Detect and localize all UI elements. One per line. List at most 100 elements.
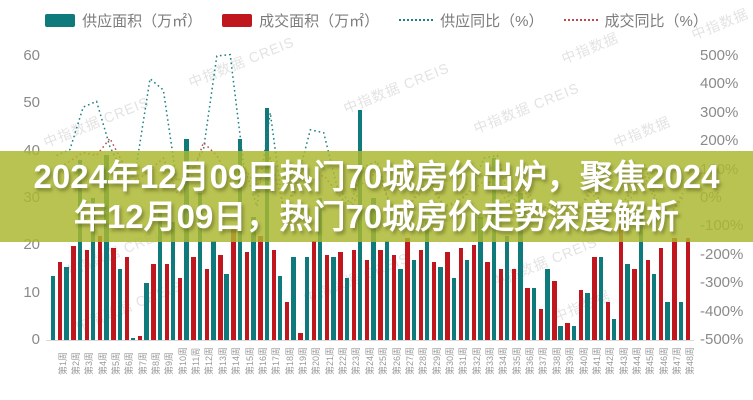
x-axis-week-label: 第5周: [110, 351, 121, 375]
right-axis-tick: -200%: [700, 245, 744, 263]
supply-area-bar: [611, 318, 617, 340]
supply-area-bar: [64, 266, 69, 340]
transaction-area-swatch: [222, 13, 253, 27]
transaction-area-bar: [178, 278, 183, 340]
x-axis-week-label: 第9周: [164, 351, 175, 375]
supply-area-bar: [652, 273, 657, 340]
legend-item-transaction-area[interactable]: 成交面积（万㎡）: [222, 10, 379, 31]
supply-area-bar: [491, 157, 497, 340]
supply-area-bar: [478, 216, 483, 340]
transaction-area-bar: [498, 269, 504, 340]
right-axis-tick: 300%: [700, 103, 739, 121]
x-axis-week-label: 第14周: [231, 346, 242, 375]
supply-area-bar: [77, 160, 82, 340]
legend-item-supply-area[interactable]: 供应面积（万㎡）: [45, 10, 202, 31]
supply-area-bar: [638, 212, 644, 340]
supply-area-bar: [464, 259, 470, 340]
transaction-area-bar: [578, 290, 584, 340]
x-axis-week-label: 第26周: [391, 346, 402, 375]
x-axis-week-label: 第8周: [151, 351, 162, 375]
x-axis-week-label: 第42周: [605, 346, 616, 375]
supply-area-bar: [331, 257, 336, 340]
x-axis-week-label: 第15周: [244, 346, 255, 375]
transaction-area-bar: [57, 261, 63, 340]
headline-line-2: 年12月09日，热门70城房价走势深度解析: [73, 197, 680, 235]
legend-item-supply-yoy[interactable]: 供应同比（%）: [399, 10, 544, 31]
supply-area-bar: [318, 198, 323, 340]
headline-banner-overlay: 2024年12月09日热门70城房价出炉，聚焦2024 年12月09日，热门70…: [0, 151, 753, 242]
legend-item-transaction-yoy[interactable]: 成交同比（%）: [563, 10, 708, 31]
x-axis-week-label: 第38周: [551, 346, 562, 375]
supply-area-bar: [291, 257, 296, 340]
legend-label: 成交面积（万㎡）: [259, 12, 380, 30]
x-axis-week-label: 第34周: [498, 346, 509, 375]
legend-label: 供应同比（%）: [440, 12, 544, 30]
supply-area-bar: [130, 337, 136, 340]
supply-area-bar: [598, 257, 603, 340]
supply-area-bar: [451, 278, 456, 340]
transaction-area-bar: [231, 226, 236, 340]
supply-area-bar: [104, 155, 109, 340]
x-axis-week-label: 第33周: [485, 346, 496, 375]
transaction-area-bar: [325, 254, 330, 340]
x-axis-week-label: 第30周: [444, 346, 455, 375]
supply-area-bar: [371, 198, 376, 340]
transaction-area-bar: [538, 309, 544, 340]
x-axis-week-label: 第43周: [618, 346, 629, 375]
transaction-area-bar: [271, 250, 276, 340]
transaction-area-bar: [351, 250, 357, 340]
x-axis-week-label: 第18周: [284, 346, 295, 375]
transaction-area-bar: [204, 269, 210, 340]
supply-area-bar: [438, 266, 443, 340]
transaction-area-bar: [365, 259, 370, 340]
transaction-area-bar: [685, 238, 691, 340]
transaction-area-bar: [391, 254, 397, 340]
supply-area-bar: [398, 269, 403, 340]
x-axis-week-label: 第13周: [217, 346, 228, 375]
transaction-area-bar: [605, 302, 610, 340]
transaction-area-bar: [565, 323, 570, 340]
transaction-area-bar: [298, 332, 303, 340]
x-axis-week-label: 第7周: [137, 351, 148, 375]
x-axis-week-label: 第24周: [364, 346, 375, 375]
x-axis-week-label: 第12周: [204, 346, 215, 375]
supply-area-bar: [545, 269, 550, 340]
x-axis-week-label: 第3周: [84, 351, 95, 375]
supply-area-bar: [211, 240, 216, 340]
right-axis-tick: -400%: [700, 302, 744, 320]
transaction-area-bar: [512, 269, 517, 340]
right-axis-tick: -300%: [700, 274, 744, 292]
x-axis-week-label: 第17周: [271, 346, 282, 375]
x-axis-week-label: 第16周: [257, 346, 268, 375]
transaction-area-bar: [378, 250, 383, 340]
transaction-area-bar: [458, 247, 463, 340]
transaction-area-bar: [471, 245, 477, 340]
transaction-area-bar: [645, 259, 651, 340]
headline-line-1: 2024年12月09日热门70城房价出炉，聚焦2024: [33, 157, 720, 195]
x-axis-week-label: 第37周: [538, 346, 549, 375]
supply-area-bar: [518, 193, 523, 340]
supply-area-bar: [505, 235, 510, 340]
supply-area-bar: [171, 221, 176, 340]
supply-area-swatch: [45, 13, 76, 27]
x-axis-week-label: 第32周: [471, 346, 482, 375]
x-axis-week-label: 第11周: [191, 347, 202, 375]
transaction-area-bar: [418, 250, 423, 340]
supply-yoy-dotted-line-swatch: [399, 19, 434, 21]
supply-area-bar: [625, 264, 630, 340]
transaction-area-bar: [151, 264, 156, 340]
supply-area-bar: [384, 240, 390, 340]
x-axis-week-label: 第40周: [578, 346, 589, 375]
supply-area-bar: [304, 257, 310, 340]
x-axis-week-label: 第23周: [351, 346, 362, 375]
transaction-area-bar: [71, 246, 76, 340]
x-axis-week-label: 第47周: [672, 346, 683, 375]
x-axis-week-label: 第36周: [525, 346, 536, 375]
x-axis-week-label: 第44周: [631, 346, 642, 375]
supply-area-bar: [585, 292, 590, 340]
supply-area-bar: [665, 302, 670, 340]
supply-area-bar: [144, 283, 149, 340]
transaction-area-bar: [431, 261, 437, 340]
x-axis-week-label: 第48周: [685, 346, 696, 375]
transaction-area-bar: [244, 252, 250, 340]
